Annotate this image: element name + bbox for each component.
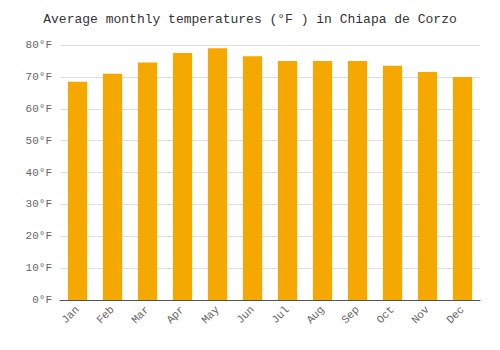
svg-text:80°F: 80°F [26, 39, 52, 51]
svg-text:0°F: 0°F [32, 294, 52, 306]
svg-text:30°F: 30°F [26, 198, 52, 210]
svg-text:Aug: Aug [304, 304, 326, 326]
svg-text:Jul: Jul [269, 304, 291, 326]
svg-text:50°F: 50°F [26, 135, 52, 147]
svg-text:Jan: Jan [59, 304, 81, 326]
svg-text:60°F: 60°F [26, 103, 52, 115]
svg-text:40°F: 40°F [26, 167, 52, 179]
svg-text:Oct: Oct [374, 304, 396, 326]
svg-text:Dec: Dec [444, 304, 466, 326]
svg-text:Nov: Nov [409, 303, 432, 326]
svg-text:Jun: Jun [234, 304, 256, 326]
svg-text:Average monthly temperatures (: Average monthly temperatures (°F ) in Ch… [43, 12, 456, 27]
svg-text:Feb: Feb [94, 304, 116, 326]
svg-text:20°F: 20°F [26, 230, 52, 242]
svg-text:Sep: Sep [339, 304, 361, 326]
svg-text:Apr: Apr [164, 304, 186, 326]
svg-text:Mar: Mar [129, 304, 151, 326]
svg-text:10°F: 10°F [26, 262, 52, 274]
svg-text:May: May [199, 303, 222, 326]
svg-text:70°F: 70°F [26, 71, 52, 83]
